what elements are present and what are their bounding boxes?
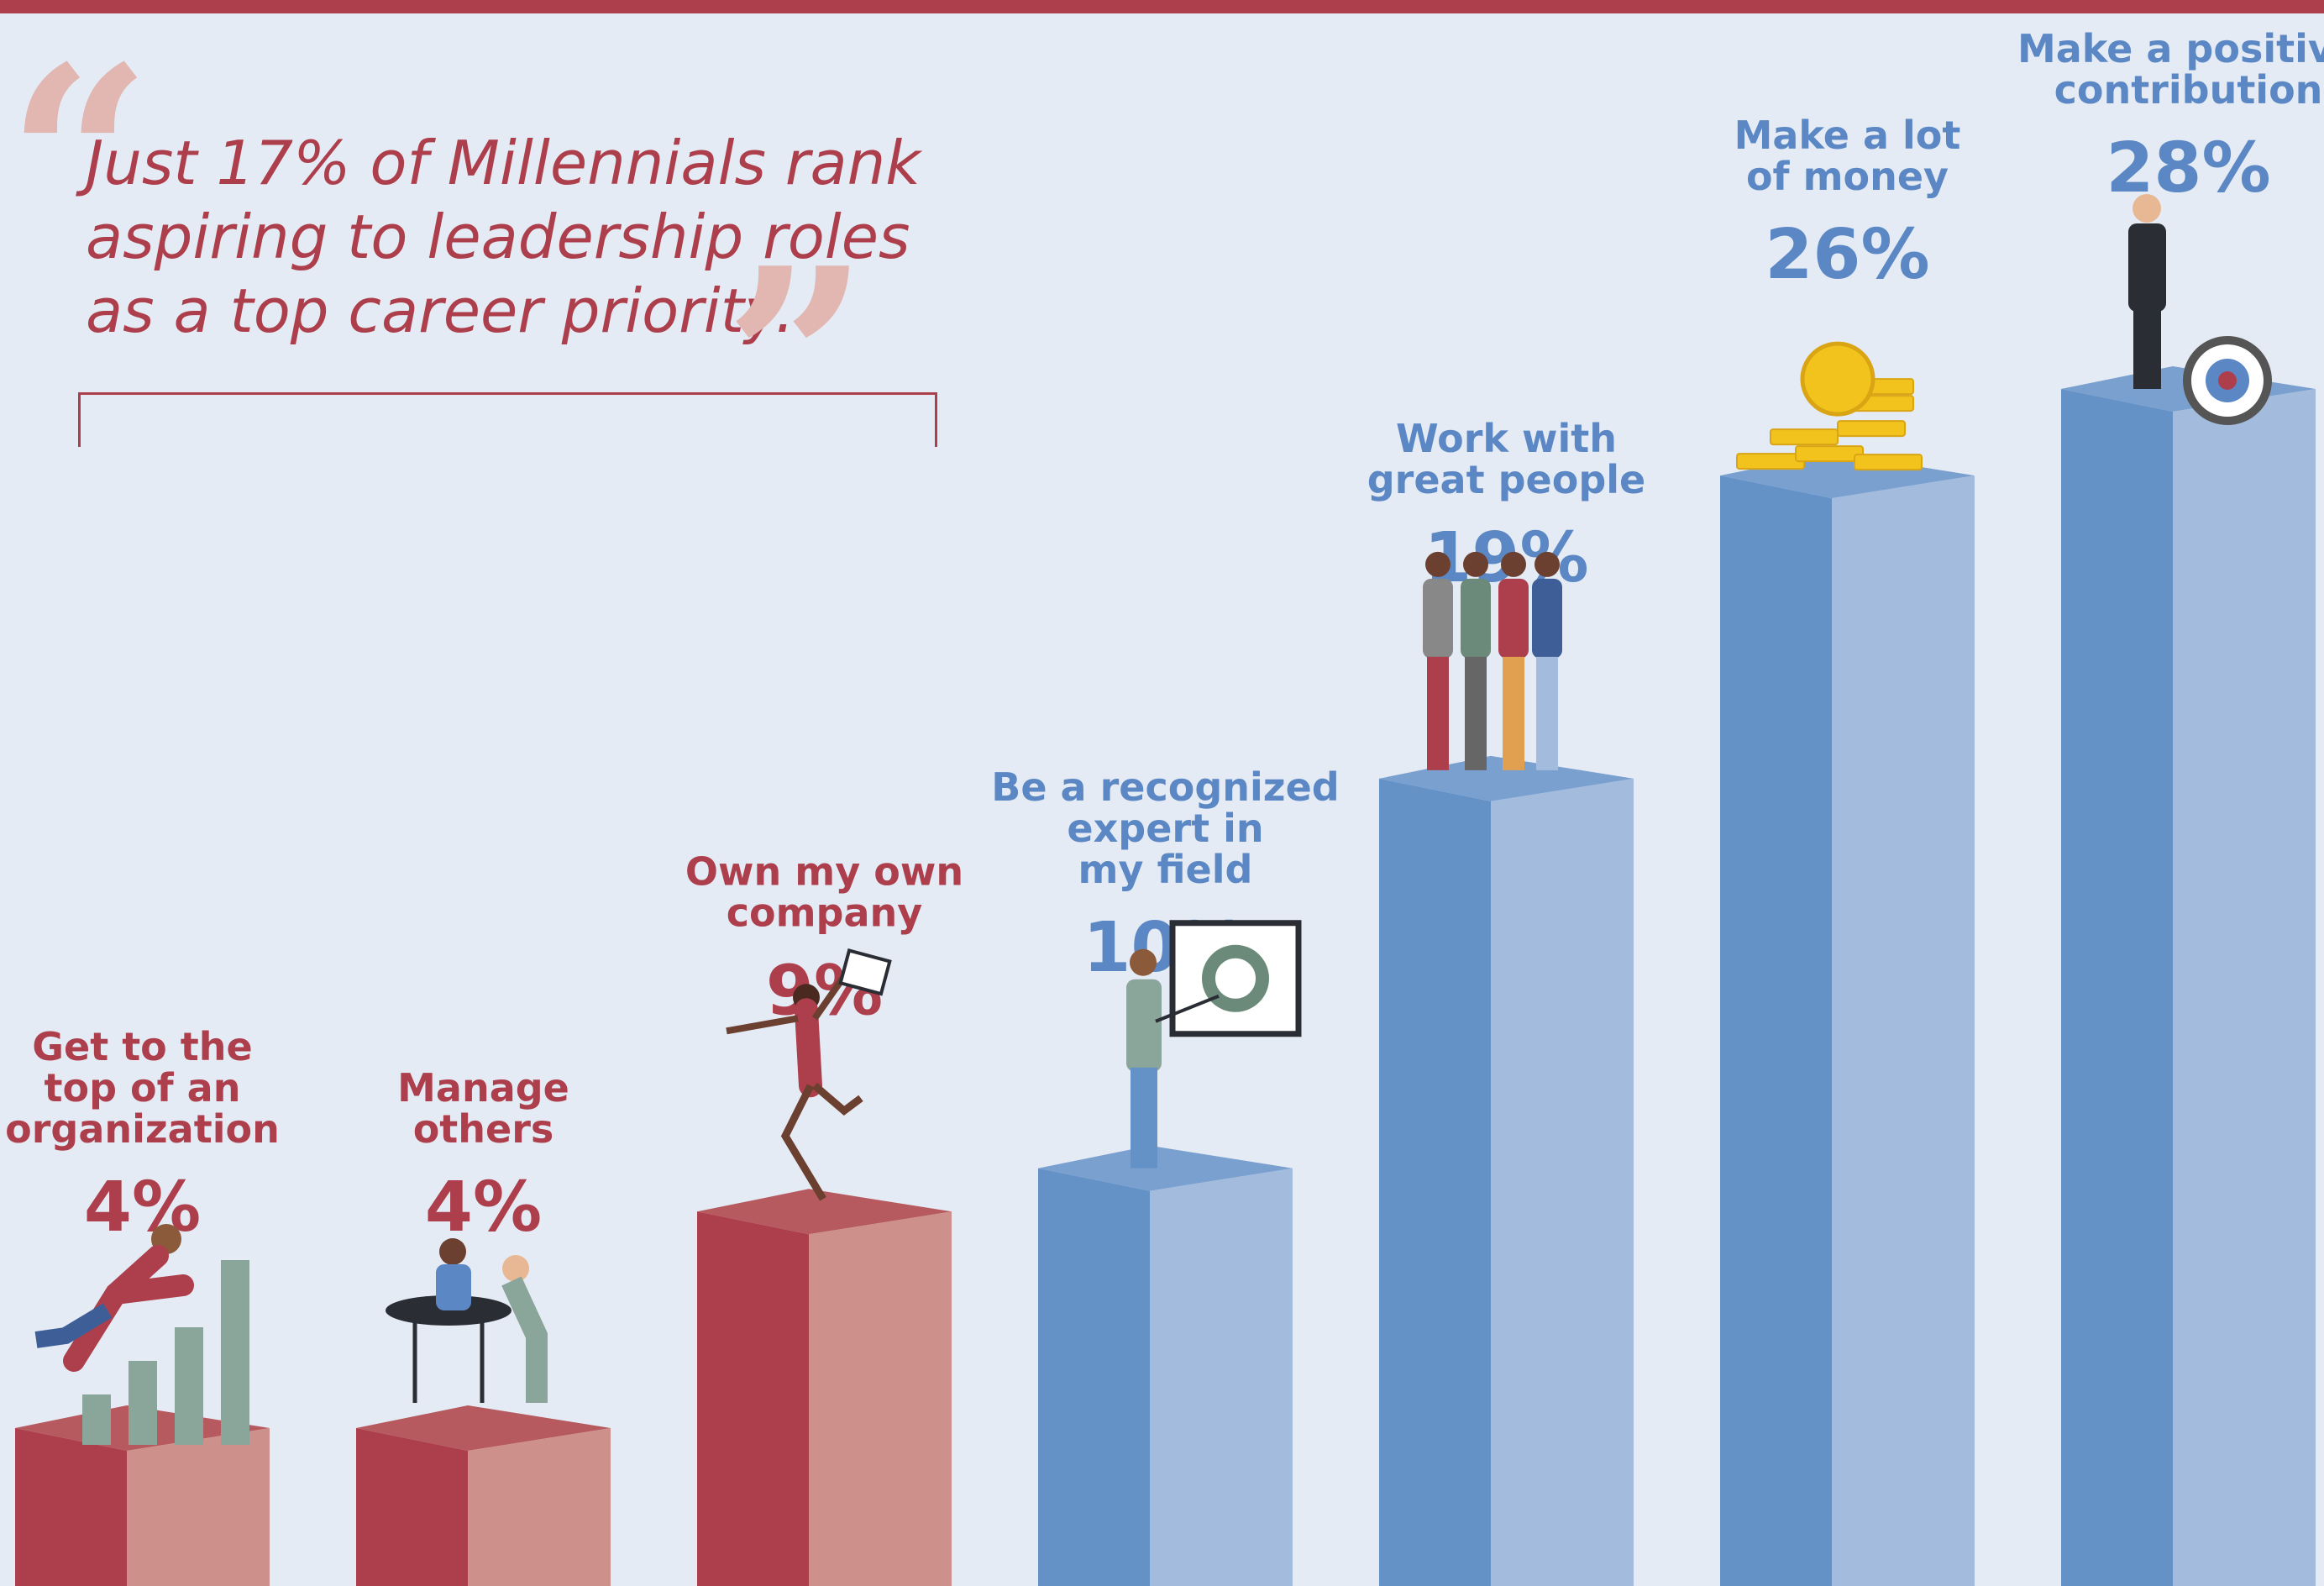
coin-stack (1854, 454, 1923, 471)
team-group-icon (1423, 551, 1562, 770)
person-head (1425, 551, 1451, 577)
pointer (1155, 994, 1220, 1023)
bar-front-face (1720, 475, 1832, 1586)
bar-group-2: Manage others 4% (356, 1065, 611, 1586)
person-body (1423, 578, 1453, 659)
presenter-with-chart-icon (1126, 920, 1302, 1168)
person-legs (780, 1082, 863, 1201)
bar-front-face (356, 1428, 468, 1586)
bar-value-label: 4% (84, 1168, 201, 1247)
close-quote-mark: ” (724, 213, 869, 509)
person-head (1501, 551, 1526, 577)
person-body (2128, 223, 2166, 312)
coin-stack (1837, 420, 1906, 438)
bar-front-face (1038, 1168, 1150, 1586)
bar-side-face (1150, 1168, 1293, 1586)
bar-front-face (1379, 778, 1491, 1586)
bar-top-face (697, 1189, 952, 1235)
bar-side-face (127, 1428, 270, 1586)
person-head (1534, 551, 1560, 577)
person-legs (2133, 309, 2161, 389)
open-quote-mark: “ (7, 11, 152, 307)
bar-value-label: 28% (2106, 129, 2270, 208)
person-head (439, 1238, 466, 1265)
person-legs (34, 1303, 113, 1348)
bar-chart-column (221, 1260, 249, 1445)
bar-front-face (15, 1428, 127, 1586)
top-accent-bar (0, 0, 2324, 13)
headline-quote: Just 17% of Millennials rank aspiring to… (86, 128, 921, 346)
bar-category-label: Work with great people (1367, 416, 1645, 502)
person-legs (1427, 656, 1449, 770)
bar-side-face (1491, 778, 1634, 1586)
bar-side-face (468, 1428, 611, 1586)
coin-stack (1770, 428, 1839, 446)
person-legs (1536, 656, 1558, 770)
bar-value-label: 4% (425, 1168, 542, 1247)
meeting-table-icon (386, 1238, 548, 1403)
coin-stack (1795, 445, 1864, 463)
businessman-with-target-icon (2128, 194, 2272, 425)
person-body (1532, 578, 1562, 659)
person-body (1498, 578, 1529, 659)
bar-category-label: Manage others (397, 1065, 569, 1152)
donut-chart (1202, 944, 1269, 1012)
person-body (1126, 979, 1162, 1072)
bar-chart-column (82, 1394, 111, 1445)
person-head (1463, 551, 1488, 577)
bar-category-label: Make a positivecontribution (2017, 26, 2324, 113)
bar-category-label: Be a recognized expert in my field (991, 764, 1339, 892)
bar-chart-column (175, 1327, 203, 1445)
person-legs (1131, 1067, 1157, 1168)
quote-underline-bracket (78, 392, 937, 447)
jumping-woman-icon (726, 948, 892, 1201)
gold-coins-icon (1736, 341, 1923, 471)
person-body (501, 1276, 548, 1403)
man-climbing-bar-chart-icon (34, 1224, 249, 1445)
bar-front-face (697, 1211, 809, 1586)
bar-group-1: Get to the top of an organization 4% (5, 1024, 280, 1586)
bar-category-label: Make a lot of money (1734, 113, 1961, 199)
bar-front-face (2061, 389, 2173, 1586)
bar-side-face (809, 1211, 952, 1586)
bar-top-face (356, 1405, 611, 1451)
person-body (436, 1264, 471, 1310)
person-head (2133, 194, 2161, 223)
bar-side-face (2173, 389, 2316, 1586)
person-head (1130, 948, 1157, 976)
bar-side-face (1832, 475, 1975, 1586)
coin-stack (1736, 453, 1805, 470)
target-bullseye (2218, 371, 2237, 390)
bar-value-label: 26% (1765, 215, 1929, 295)
bar-chart-column (129, 1361, 157, 1445)
person-head (502, 1255, 529, 1282)
person-legs (1465, 656, 1487, 770)
presentation-board (1169, 920, 1302, 1037)
bar-category-label: Get to the top of an organization (5, 1024, 280, 1152)
tablet (838, 948, 892, 996)
person-body (1461, 578, 1491, 659)
bar-group-7: Make a positivecontribution 28% (2017, 26, 2324, 1586)
bar-group-6: Make a lot of money 26% (1720, 113, 1975, 1586)
bar-top-face (1038, 1145, 1293, 1191)
bar-category-label: Own my own company (685, 848, 963, 935)
person-legs (1503, 656, 1524, 770)
gold-coin (1800, 341, 1875, 417)
person-body (795, 998, 822, 1098)
person-body (63, 1245, 194, 1372)
